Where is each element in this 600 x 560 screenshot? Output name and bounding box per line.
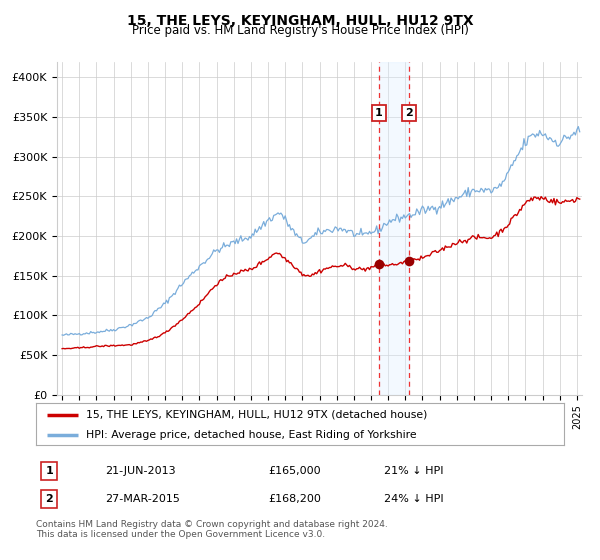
Text: 1: 1: [375, 108, 383, 118]
Text: 24% ↓ HPI: 24% ↓ HPI: [385, 494, 444, 504]
Text: 27-MAR-2015: 27-MAR-2015: [104, 494, 179, 504]
Text: 15, THE LEYS, KEYINGHAM, HULL, HU12 9TX: 15, THE LEYS, KEYINGHAM, HULL, HU12 9TX: [127, 14, 473, 28]
Text: 15, THE LEYS, KEYINGHAM, HULL, HU12 9TX (detached house): 15, THE LEYS, KEYINGHAM, HULL, HU12 9TX …: [86, 409, 428, 419]
Text: £168,200: £168,200: [268, 494, 321, 504]
Text: 1: 1: [46, 466, 53, 476]
Text: 2: 2: [46, 494, 53, 504]
Text: 21-JUN-2013: 21-JUN-2013: [104, 466, 175, 476]
Text: 2: 2: [406, 108, 413, 118]
Text: 21% ↓ HPI: 21% ↓ HPI: [385, 466, 444, 476]
Text: Price paid vs. HM Land Registry's House Price Index (HPI): Price paid vs. HM Land Registry's House …: [131, 24, 469, 37]
Bar: [379, 62, 409, 395]
Text: Contains HM Land Registry data © Crown copyright and database right 2024.
This d: Contains HM Land Registry data © Crown c…: [36, 520, 388, 539]
Text: HPI: Average price, detached house, East Riding of Yorkshire: HPI: Average price, detached house, East…: [86, 430, 417, 440]
Text: £165,000: £165,000: [268, 466, 321, 476]
